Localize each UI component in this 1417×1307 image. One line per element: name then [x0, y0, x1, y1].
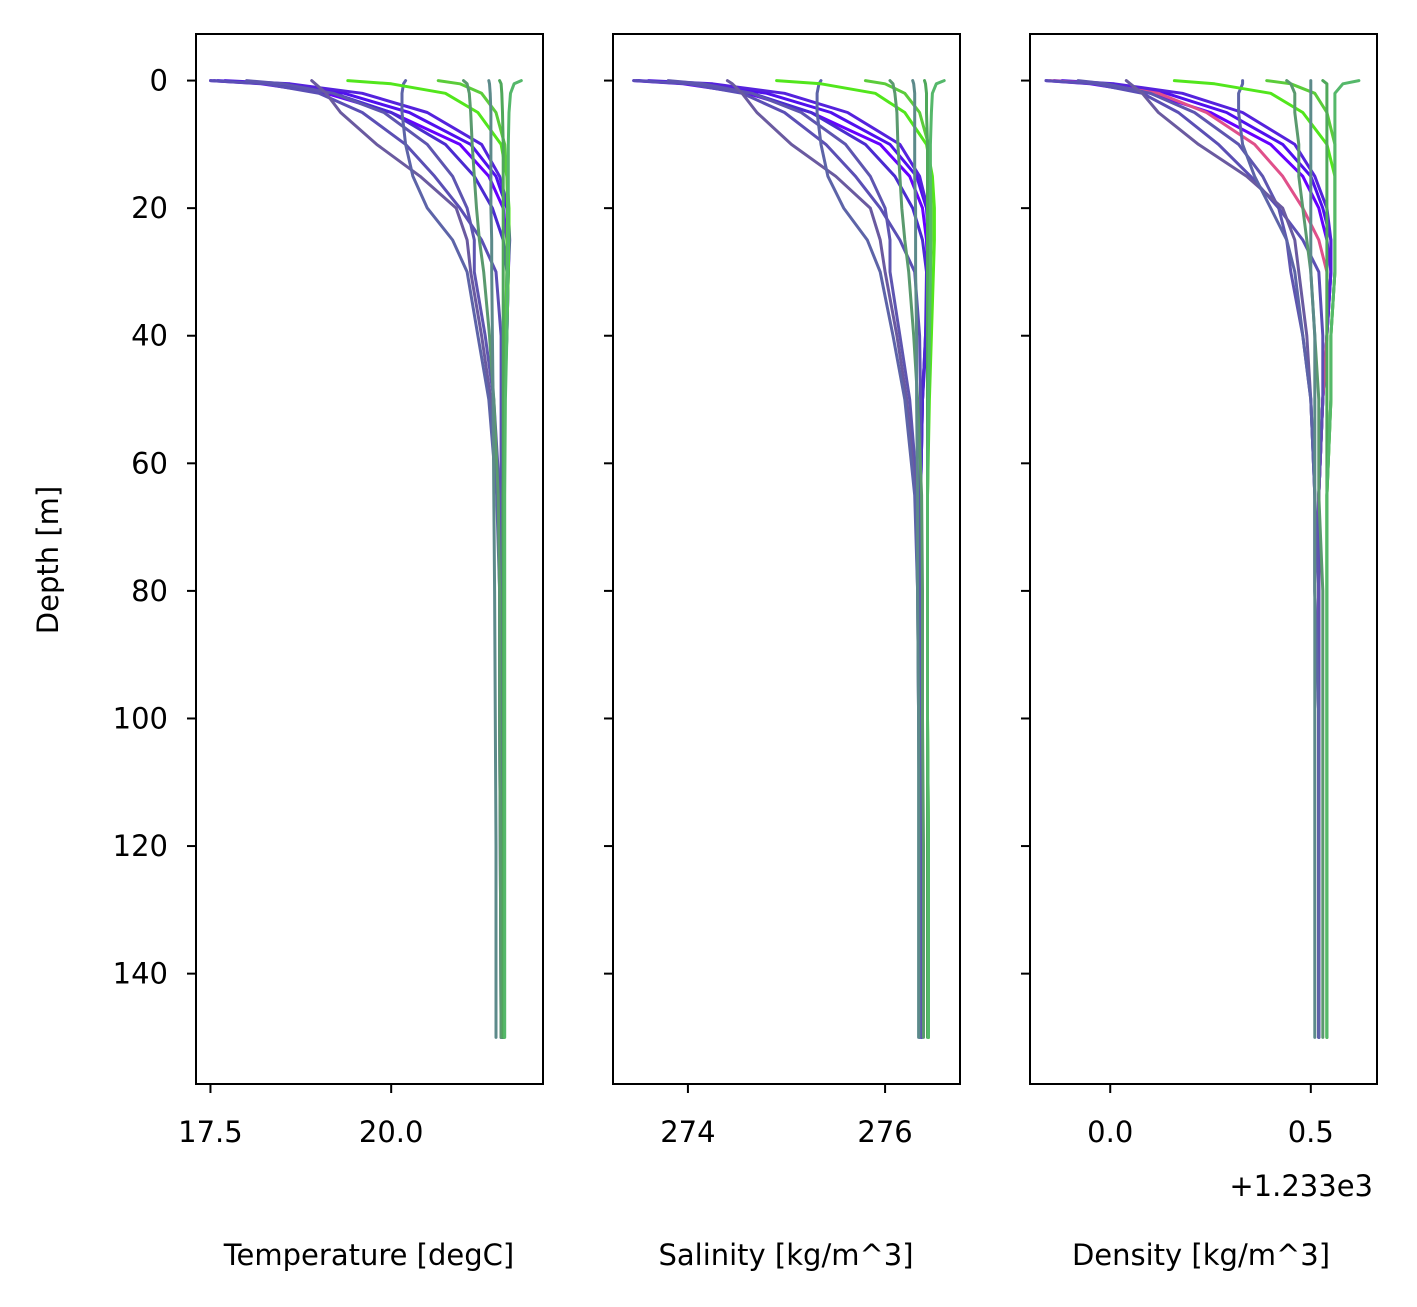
density-x-tick-label: 0.0 — [1087, 1115, 1133, 1149]
density-x-axis-label: Density [kg/m^3] — [1072, 1238, 1330, 1272]
temperature-axes-frame — [195, 33, 544, 1085]
salinity-profile-line — [888, 79, 925, 1039]
density-plot-area — [1044, 79, 1361, 1039]
temperature-plot-area — [209, 79, 523, 1039]
temperature-x-axis-label: Temperature [degC] — [223, 1238, 514, 1272]
density-profile-line — [1076, 79, 1321, 1039]
density-offset-text: +1.233e3 — [1229, 1169, 1373, 1203]
temperature-y-tick-label: 40 — [131, 319, 168, 353]
temperature-profile-line — [487, 79, 498, 1039]
temperature-y-tick-label: 20 — [131, 191, 168, 225]
temperature-x-tick-label: 20.0 — [359, 1115, 424, 1149]
temperature-x-tick-label: 17.5 — [178, 1115, 243, 1149]
temperature-panel: Temperature [degC] — [195, 33, 544, 1272]
temperature-y-tick-label: 100 — [113, 701, 168, 735]
density-profile-line — [1237, 79, 1321, 1039]
salinity-x-tick-label: 276 — [857, 1115, 912, 1149]
y-axis-label: Depth [m] — [31, 486, 65, 634]
salinity-plot-area — [632, 79, 946, 1039]
salinity-panel: Salinity [kg/m^3] — [612, 33, 961, 1272]
temperature-y-tick-label: 80 — [131, 574, 168, 608]
salinity-profile-line — [911, 79, 921, 1039]
salinity-profile-line — [926, 79, 946, 1039]
temperature-y-tick-label: 120 — [113, 829, 168, 863]
salinity-profile-line — [666, 79, 924, 1039]
density-profile-line — [1309, 79, 1317, 1039]
density-axes-frame — [1029, 33, 1378, 1085]
temperature-profile-line — [503, 79, 523, 1039]
salinity-axes-frame — [612, 33, 961, 1085]
density-x-tick-label: 0.5 — [1288, 1115, 1334, 1149]
temperature-y-tick-label: 60 — [131, 446, 168, 480]
salinity-x-tick-label: 274 — [660, 1115, 715, 1149]
temperature-profile-line — [245, 79, 504, 1039]
temperature-y-tick-label: 140 — [113, 957, 168, 991]
temperature-y-tick-label: 0 — [150, 64, 168, 98]
salinity-x-axis-label: Salinity [kg/m^3] — [658, 1238, 913, 1272]
density-profile-line — [1285, 79, 1325, 1039]
density-panel: +1.233e3 Density [kg/m^3] — [1029, 33, 1378, 1272]
temperature-profile-line — [462, 79, 503, 1039]
density-profile-line — [1325, 79, 1361, 1039]
